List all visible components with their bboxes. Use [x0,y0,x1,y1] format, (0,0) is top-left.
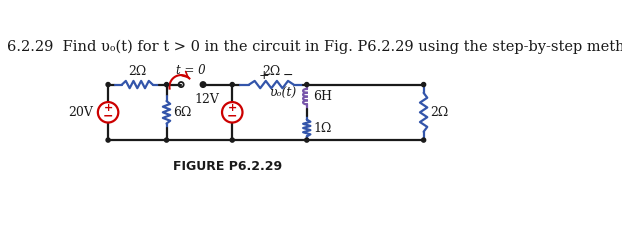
Text: 6Ω: 6Ω [173,106,192,119]
Circle shape [200,82,206,87]
Text: +: + [258,69,269,82]
Circle shape [106,83,110,87]
Text: 20V: 20V [68,106,93,119]
Text: −: − [227,110,238,123]
Text: t = 0: t = 0 [176,63,205,77]
Text: −: − [282,69,293,82]
Circle shape [305,83,309,87]
Text: 12V: 12V [194,93,219,106]
Text: 6H: 6H [313,90,332,103]
Text: +: + [103,103,113,113]
Circle shape [422,83,425,87]
Circle shape [230,138,234,142]
Text: 6.2.29  Find υₒ(t) for t > 0 in the circuit in Fig. P6.2.29 using the step-by-st: 6.2.29 Find υₒ(t) for t > 0 in the circu… [7,39,622,54]
Text: 1Ω: 1Ω [313,122,332,134]
Text: υₒ(t): υₒ(t) [269,87,296,100]
Circle shape [164,83,169,87]
Text: 2Ω: 2Ω [430,106,448,119]
Circle shape [164,138,169,142]
Circle shape [422,138,425,142]
Circle shape [230,83,234,87]
Text: −: − [103,110,113,123]
Text: 2Ω: 2Ω [128,65,146,78]
Text: 2Ω: 2Ω [262,65,281,78]
Text: FIGURE P6.2.29: FIGURE P6.2.29 [172,160,282,173]
Text: +: + [228,103,237,113]
Circle shape [305,138,309,142]
Circle shape [106,138,110,142]
